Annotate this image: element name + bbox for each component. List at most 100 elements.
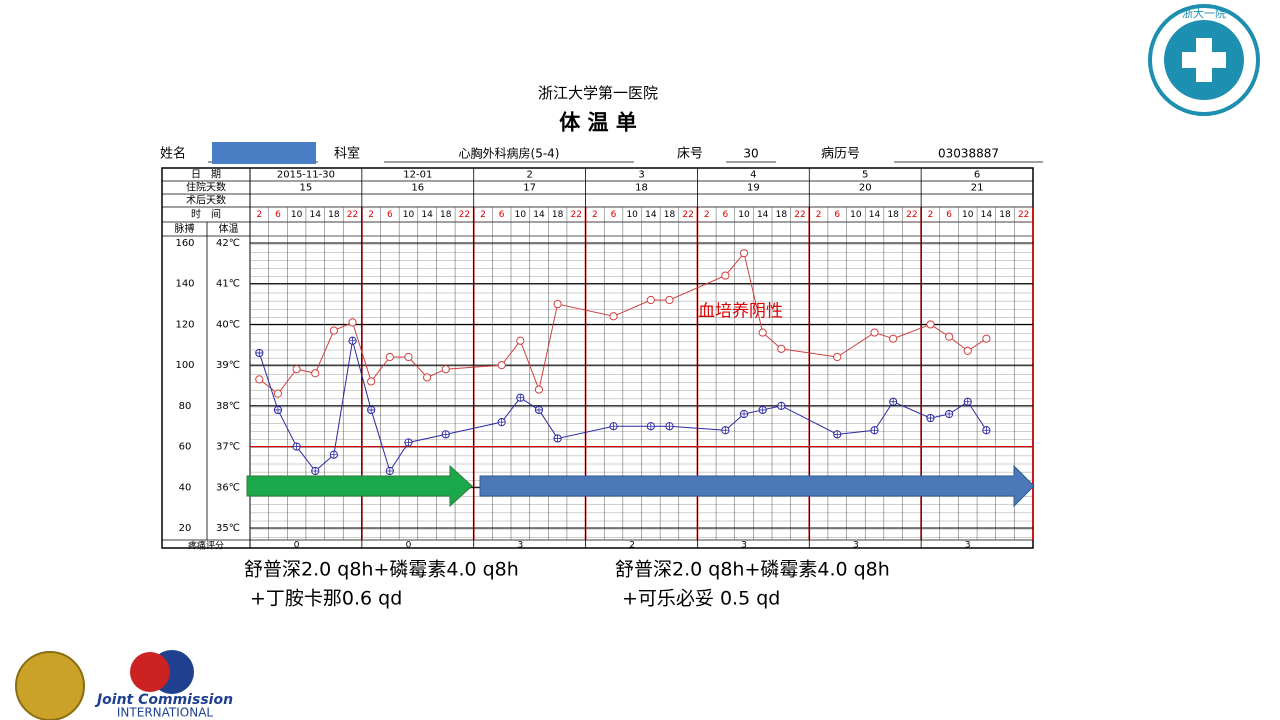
- point: [273, 389, 283, 398]
- time-slot: 18: [887, 210, 899, 220]
- pain-score: 3: [965, 541, 971, 551]
- date: 3: [638, 170, 644, 181]
- date: 4: [750, 170, 756, 181]
- field-label: 床号: [677, 147, 703, 162]
- point: [348, 318, 357, 327]
- pain-label: 疼痛评分: [188, 540, 224, 552]
- point: [534, 385, 544, 394]
- pain-score: 3: [853, 541, 859, 551]
- patient-fields: 姓名 科室 心胸外科病房(5-4) 床号 30 病历号 03038887: [160, 142, 1043, 164]
- time-slot: 10: [291, 210, 303, 220]
- point-cross: [554, 434, 562, 443]
- point: [777, 344, 786, 353]
- field-label: 病历号: [821, 147, 860, 162]
- point-cross: [759, 406, 767, 414]
- time-slot: 14: [645, 210, 657, 220]
- point-cross: [442, 430, 450, 438]
- time-slot: 2: [368, 210, 374, 220]
- point: [292, 365, 301, 374]
- time-slot: 14: [310, 210, 322, 220]
- point: [833, 352, 842, 362]
- point: [889, 334, 898, 343]
- pain-score: 0: [406, 541, 412, 551]
- point-cross: [926, 414, 935, 422]
- point-cross: [386, 467, 394, 475]
- time-slot: 18: [328, 210, 340, 220]
- point-cross: [367, 406, 375, 414]
- series-line: [258, 340, 987, 473]
- point: [758, 328, 767, 337]
- point: [385, 352, 394, 362]
- time-slot: 18: [552, 210, 564, 220]
- point-cross: [833, 430, 841, 438]
- row-label: 术后天数: [186, 194, 226, 207]
- point-cross: [498, 418, 506, 426]
- time-slot: 6: [723, 210, 729, 220]
- point: [404, 352, 413, 362]
- field-value: 30: [743, 147, 758, 161]
- y2-tick-label: 42℃: [216, 238, 240, 249]
- hospital-day: 18: [635, 183, 648, 194]
- time-slot: 18: [776, 210, 788, 220]
- time-slot: 2: [480, 210, 486, 220]
- y2-tick-label: 37℃: [216, 442, 240, 453]
- point-cross: [535, 406, 543, 414]
- point-cross: [255, 349, 263, 357]
- point-cross: [777, 402, 785, 410]
- hospital-day: 15: [300, 183, 313, 194]
- y-tick-label: 20: [179, 523, 192, 534]
- pain-score: 3: [741, 541, 747, 551]
- point: [423, 373, 432, 382]
- point-cross: [889, 398, 897, 406]
- point-cross: [982, 426, 990, 434]
- time-slot: 14: [533, 210, 545, 220]
- row-label: 住院天数: [186, 181, 226, 194]
- time-slot: 2: [704, 210, 710, 220]
- time-slot: 14: [981, 210, 993, 220]
- y-tick-label: 120: [175, 319, 194, 330]
- point: [982, 334, 991, 343]
- time-slot: 2: [816, 210, 822, 220]
- time-slot: 2: [592, 210, 598, 220]
- point-cross: [516, 394, 524, 402]
- time-slot: 14: [421, 210, 433, 220]
- time-slot: 6: [611, 210, 617, 220]
- time-slot: 6: [275, 210, 281, 220]
- field-value: 心胸外科病房(5-4): [459, 146, 560, 161]
- pain-score: 2: [629, 541, 635, 551]
- time-slot: 22: [347, 210, 358, 220]
- point: [516, 336, 525, 345]
- row-label: 日 期: [191, 169, 221, 181]
- hospital-day: 20: [859, 183, 872, 194]
- hospital-day: 17: [523, 183, 536, 194]
- annotation: 血培养阴性: [698, 302, 783, 322]
- time-slot: 2: [256, 210, 262, 220]
- time-slot: 18: [664, 210, 676, 220]
- point: [329, 326, 338, 335]
- date: 5: [862, 170, 868, 181]
- time-slot: 10: [738, 210, 750, 220]
- time-slot: 6: [834, 210, 840, 220]
- drug-text: +丁胺卡那0.6 qd: [250, 588, 402, 610]
- pain-score: 0: [294, 541, 300, 551]
- y2-tick-label: 40℃: [216, 319, 240, 330]
- pain-score: 3: [517, 541, 523, 551]
- time-slot: 22: [906, 210, 917, 220]
- point: [367, 377, 376, 386]
- time-slot: 14: [869, 210, 881, 220]
- date: 2: [526, 170, 532, 181]
- field-label: 科室: [334, 146, 360, 162]
- y2-tick-label: 41℃: [216, 279, 240, 290]
- hospital-logo: 浙大一院: [1148, 4, 1260, 116]
- y-tick-label: 100: [175, 360, 194, 371]
- point-cross: [945, 410, 953, 418]
- time-slot: 18: [440, 210, 452, 220]
- time-slot: 2: [928, 210, 934, 220]
- jci-name: Joint Commission: [94, 692, 233, 708]
- point-cross: [404, 438, 413, 447]
- col-header: 脉搏: [175, 222, 195, 235]
- time-slot: 10: [962, 210, 974, 220]
- time-slot: 10: [850, 210, 862, 220]
- point-cross: [609, 422, 618, 430]
